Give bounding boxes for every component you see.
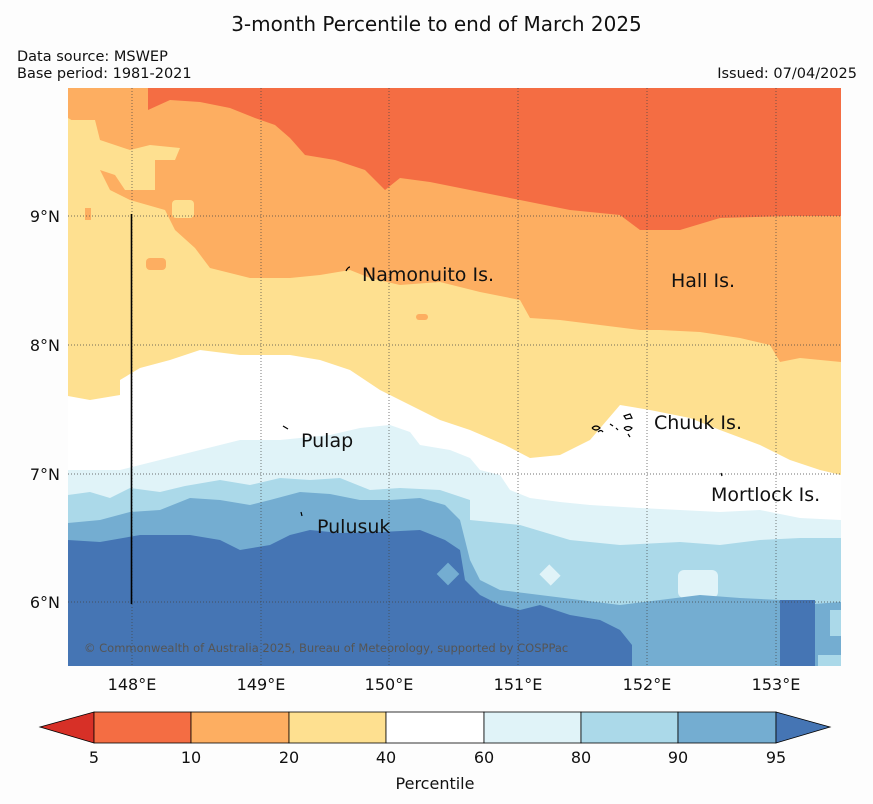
colorbar-tick-label: 10 [181, 748, 201, 767]
band-20-40-patch [172, 200, 194, 218]
place-label: Pulusuk [317, 516, 390, 538]
band-10-20-patch [416, 314, 428, 320]
colorbar-tick-label: 20 [279, 748, 299, 767]
band-60-80-patch [678, 570, 718, 598]
band-90-95-patch [436, 562, 460, 586]
map-title: 3-month Percentile to end of March 2025 [231, 12, 642, 36]
colorbar-swatch-60-80 [483, 711, 582, 744]
source-info: Data source: MSWEP Base period: 1981-202… [17, 49, 192, 83]
colorbar-low-extend [38, 711, 95, 744]
lon-tick-label: 151°E [494, 675, 543, 694]
colorbar-swatch-10-20 [190, 711, 290, 744]
band-60-80-patch [539, 564, 561, 586]
issued-date: Issued: 07/04/2025 [717, 66, 857, 82]
lat-tick-label: 6°N [30, 593, 60, 612]
mortlock-island [720, 472, 723, 477]
contour-fill [68, 88, 841, 666]
colorbar-swatch-40-60 [385, 711, 485, 744]
colorbar-tick-label: 40 [376, 748, 396, 767]
lon-tick-label: 148°E [108, 675, 157, 694]
lon-tick-label: 150°E [365, 675, 414, 694]
band-80-90-patch [830, 610, 841, 636]
place-label: Chuuk Is. [654, 412, 742, 434]
lon-tick-label: 152°E [623, 675, 672, 694]
band-10-20-patch [146, 258, 166, 270]
island-markers [282, 266, 723, 517]
base-period-text: Base period: 1981-2021 [17, 66, 192, 82]
pulap-island [282, 425, 289, 430]
colorbar-swatch-90-95 [677, 711, 777, 744]
band-10-20-patch [85, 208, 91, 220]
band-gt95-patch [780, 600, 815, 666]
pulusuk-island [300, 511, 303, 517]
lon-tick-label: 153°E [752, 675, 801, 694]
colorbar-high-extend [775, 711, 832, 744]
colorbar-tick-label: 5 [89, 748, 99, 767]
lon-tick-label: 149°E [237, 675, 286, 694]
colorbar-swatch-5-10 [93, 711, 192, 744]
namonuito-island [345, 266, 351, 272]
colorbar-swatch-20-40 [288, 711, 387, 744]
colorbar-tick-label: 95 [766, 748, 786, 767]
band-20-40-patch [68, 120, 180, 190]
band-gt95 [68, 530, 632, 666]
place-label: Mortlock Is. [711, 484, 820, 506]
copyright-text: © Commonwealth of Australia 2025, Bureau… [84, 641, 568, 655]
chuuk-islands [591, 413, 633, 438]
place-label: Hall Is. [671, 270, 735, 292]
colorbar-tick-label: 80 [571, 748, 591, 767]
band-90-95-patch [706, 625, 776, 666]
colorbar-label: Percentile [396, 774, 475, 793]
lat-tick-label: 8°N [30, 336, 60, 355]
colorbar-tick-label: 90 [668, 748, 688, 767]
place-label: Pulap [301, 430, 353, 452]
lat-tick-label: 7°N [30, 465, 60, 484]
place-label: Namonuito Is. [362, 264, 494, 286]
colorbar-swatch-80-90 [580, 711, 679, 744]
band-80-90-patch [818, 655, 841, 666]
percentile-map: Namonuito Is. Hall Is. Chuuk Is. Pulap M… [30, 88, 841, 694]
band-5-10 [148, 88, 841, 230]
colorbar-tick-label: 60 [474, 748, 494, 767]
data-source-text: Data source: MSWEP [17, 49, 168, 65]
lat-tick-label: 9°N [30, 207, 60, 226]
